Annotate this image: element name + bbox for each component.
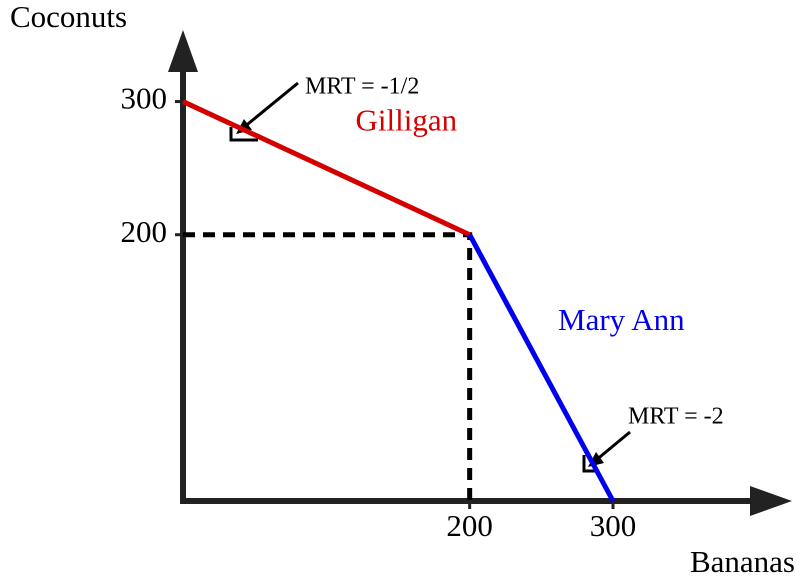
right-angle-marker — [582, 455, 597, 473]
series-label: Mary Ann — [558, 302, 685, 337]
series-line — [181, 99, 471, 237]
series-label: Gilligan — [356, 102, 458, 137]
y-tick-label: 200 — [121, 214, 168, 249]
annotation: MRT = -1/2 — [305, 74, 419, 100]
annotation-arrow — [594, 430, 631, 463]
y-tick-label: 300 — [121, 81, 168, 116]
axes — [168, 30, 792, 516]
series-line — [467, 233, 616, 503]
guide-line — [183, 232, 473, 501]
y-axis-arrow — [168, 30, 198, 72]
x-tick-label: 200 — [446, 508, 493, 543]
y-axis-label: Coconuts — [10, 0, 127, 34]
right-angle-marker — [229, 127, 258, 142]
x-axis-arrow — [750, 486, 792, 516]
x-tick-label: 300 — [590, 508, 637, 543]
annotation: MRT = -2 — [628, 404, 724, 430]
annotation-arrow — [242, 81, 299, 130]
x-axis-label: Bananas — [690, 544, 795, 579]
